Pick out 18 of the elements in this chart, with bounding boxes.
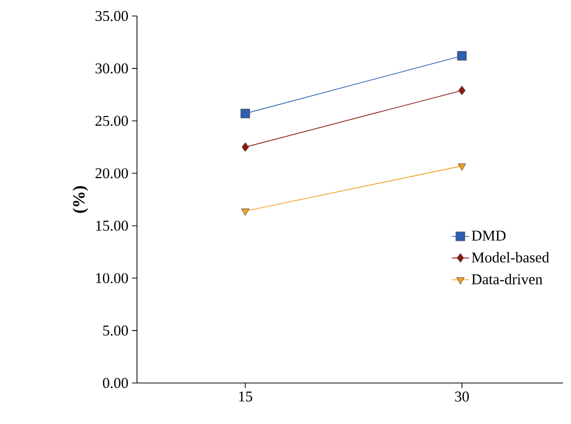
y-tick-label: 20.00 [96, 168, 128, 178]
legend-label: DMD [472, 230, 506, 241]
x-tick-label: 30 [455, 392, 469, 402]
y-tick-label: 10.00 [96, 273, 128, 284]
legend-label: Model-based [472, 252, 550, 263]
x-tick-label: 15 [239, 392, 252, 402]
legend-label: Data-driven [472, 274, 542, 284]
y-tick-label: 5.00 [103, 325, 128, 336]
point [242, 142, 249, 152]
y-tick-label: 0.00 [102, 378, 128, 388]
y-tick-label: 25.00 [96, 116, 128, 126]
y-axis-title: (%) [72, 186, 88, 213]
point [457, 51, 467, 61]
y-tick-label: 30.00 [96, 63, 128, 74]
y-tick-label: 35.00 [96, 10, 128, 22]
point [240, 108, 250, 118]
y-tick-label: 15.00 [96, 220, 128, 231]
point [458, 86, 466, 96]
